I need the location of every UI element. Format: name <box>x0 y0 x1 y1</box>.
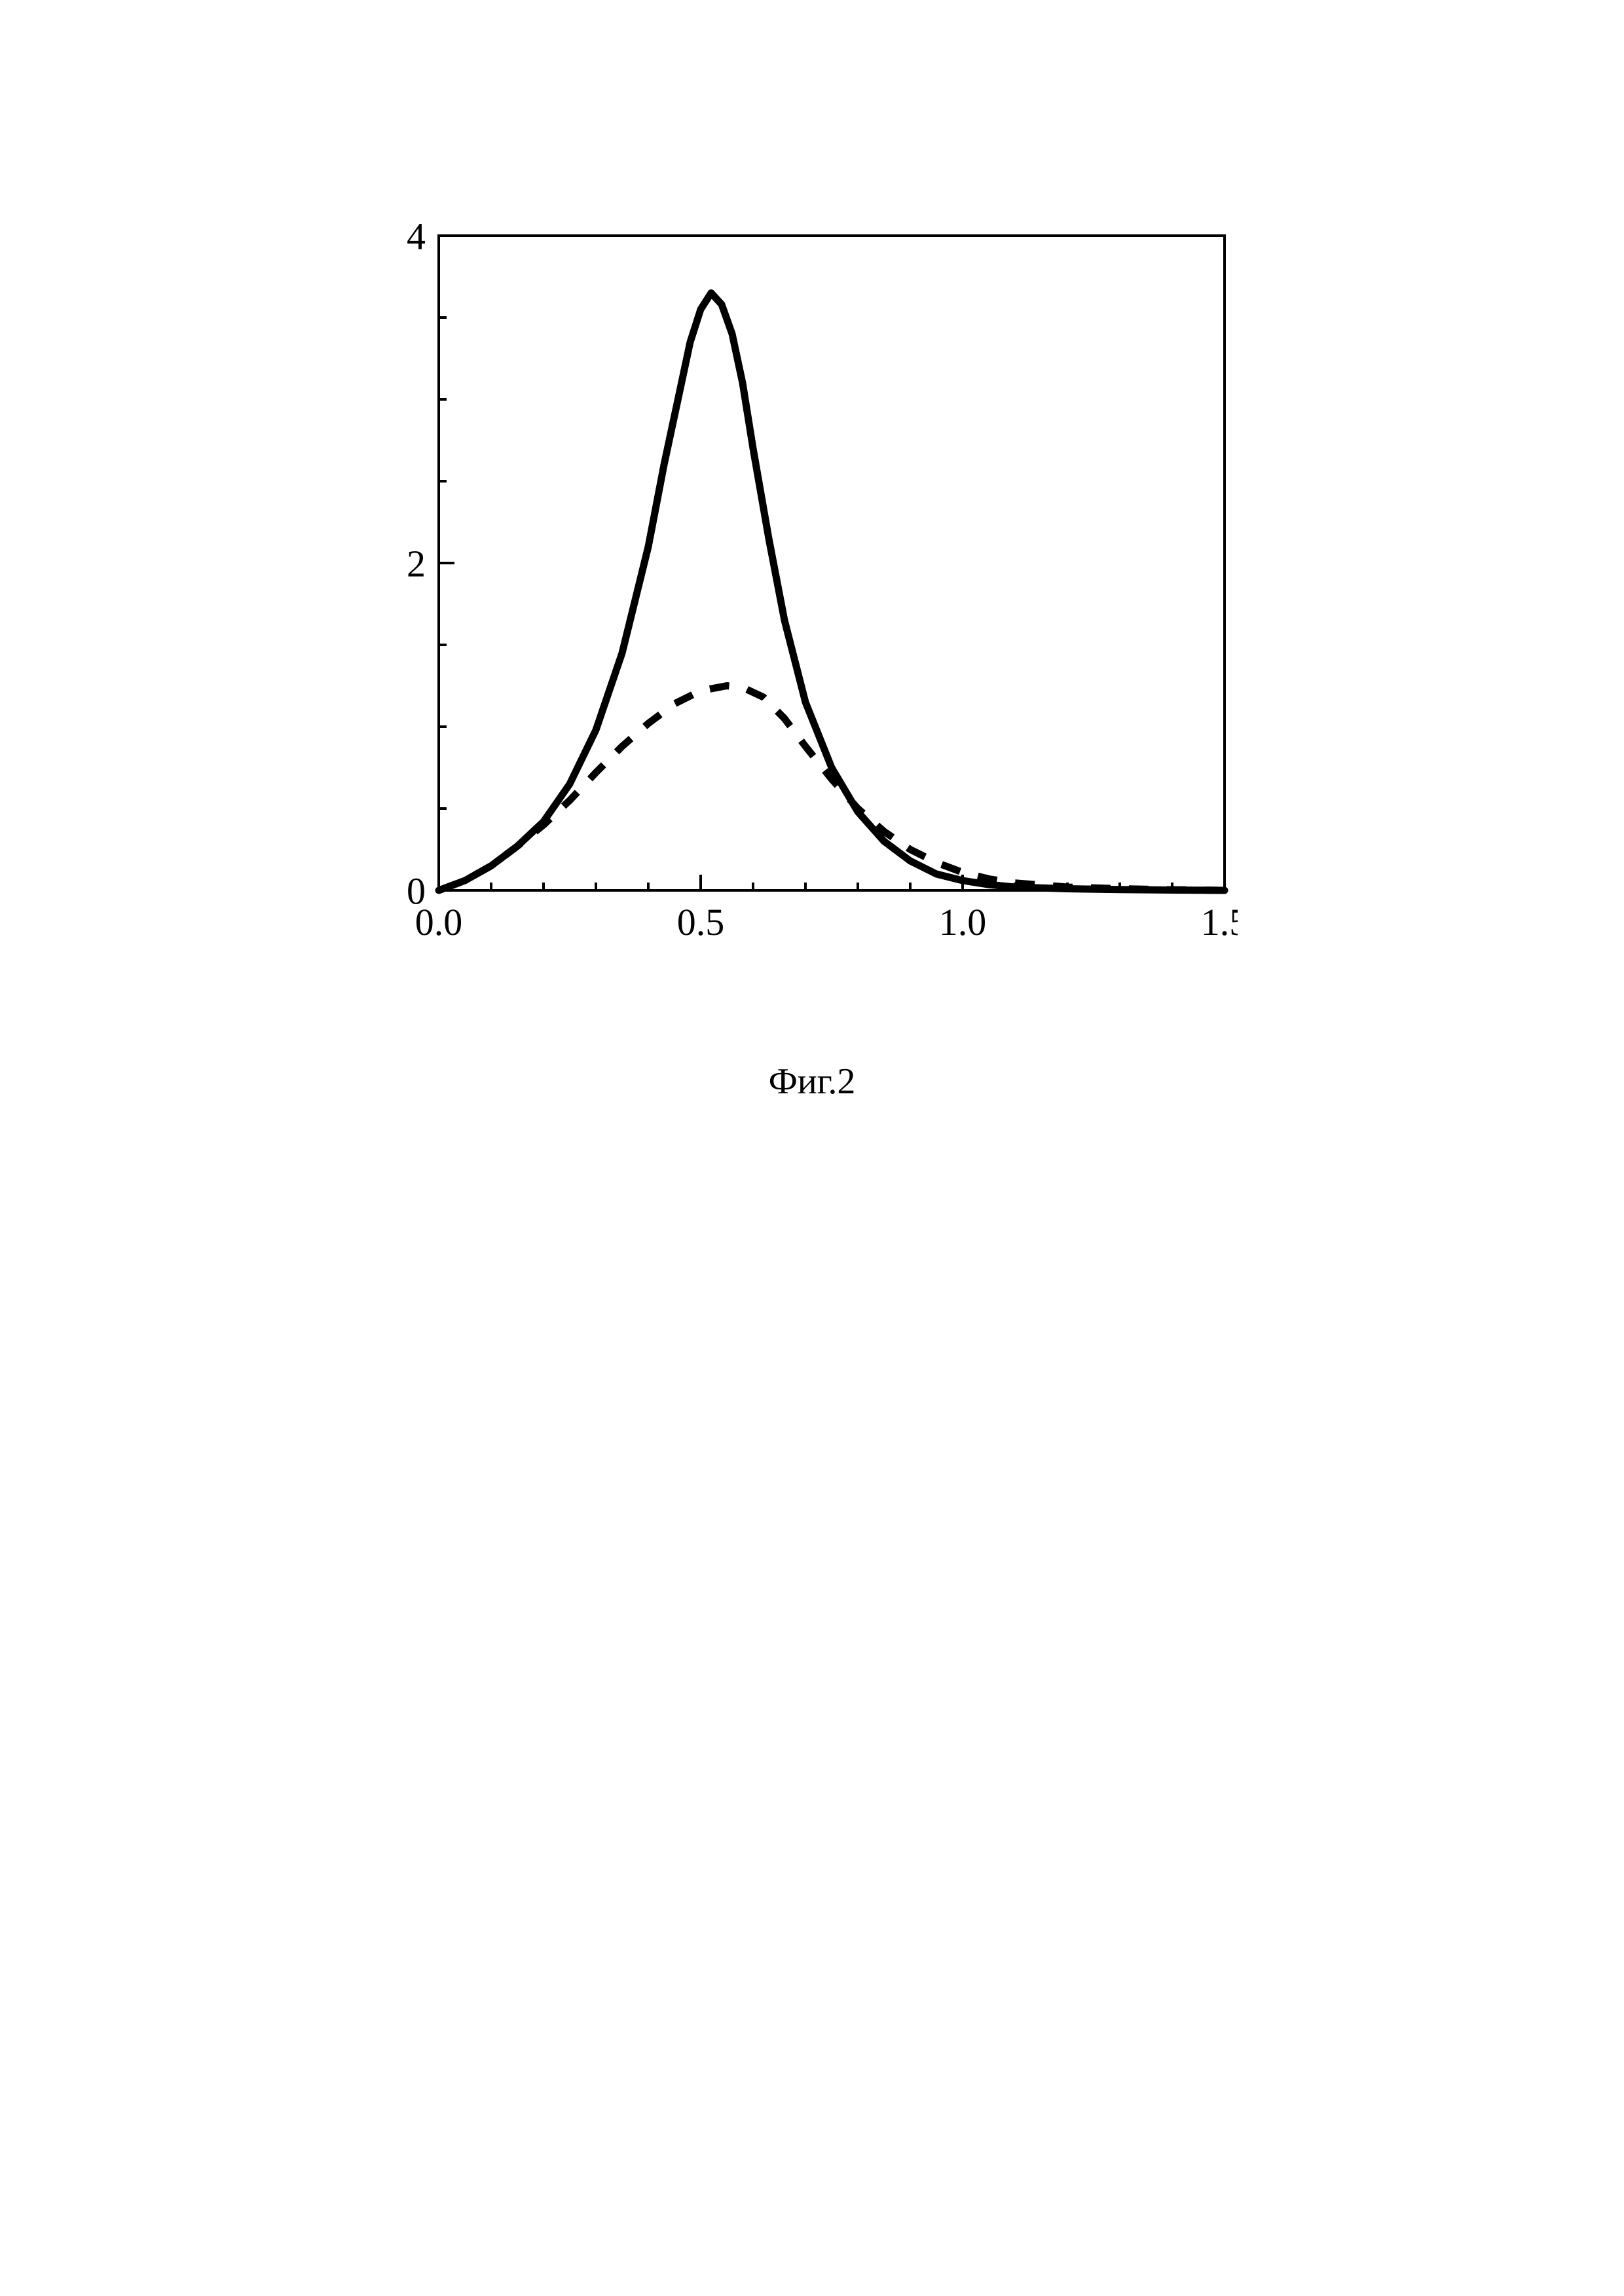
svg-text:0: 0 <box>407 869 426 912</box>
svg-text:1.5: 1.5 <box>1201 901 1238 943</box>
svg-text:4: 4 <box>407 215 426 257</box>
svg-text:1.0: 1.0 <box>939 901 987 943</box>
chart-container: 0.00.51.01.5024 <box>321 210 1238 962</box>
figure-caption: Фиг.2 <box>0 1061 1624 1102</box>
line-chart: 0.00.51.01.5024 <box>321 210 1238 962</box>
svg-text:2: 2 <box>407 542 426 585</box>
page: 0.00.51.01.5024 Фиг.2 <box>0 0 1624 2296</box>
svg-text:0.5: 0.5 <box>677 901 725 943</box>
